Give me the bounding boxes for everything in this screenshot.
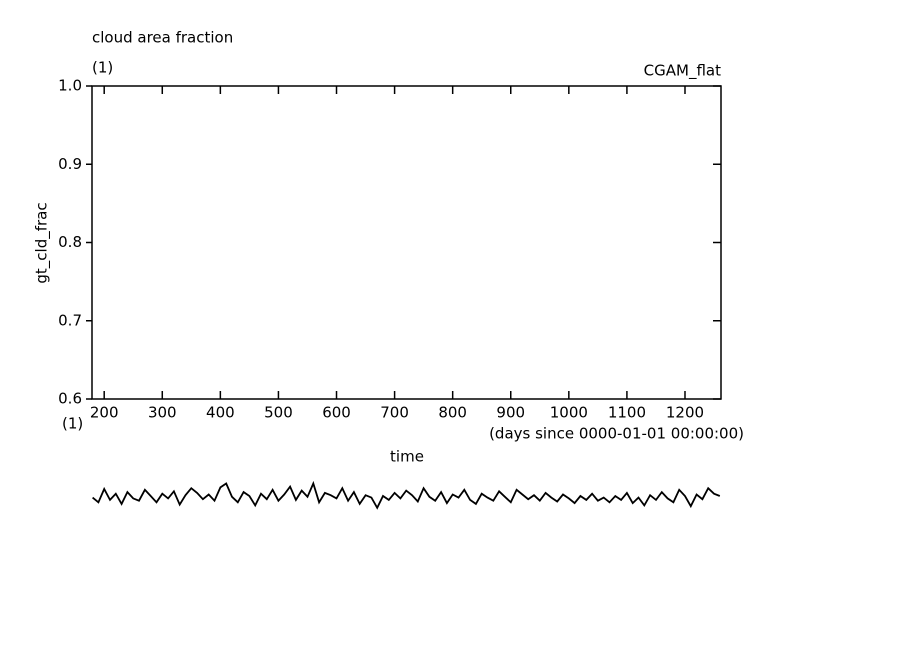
y-axis-label: gt_cld_frac bbox=[33, 202, 52, 283]
x-tick-label: 400 bbox=[206, 404, 235, 422]
x-units-label: (1) bbox=[62, 415, 83, 433]
x-tick-label: 600 bbox=[322, 404, 351, 422]
x-tick-label: 700 bbox=[380, 404, 409, 422]
y-tick-label: 0.8 bbox=[58, 233, 82, 251]
x-time-units: (days since 0000-01-01 00:00:00) bbox=[489, 425, 744, 443]
y-tick-label: 1.0 bbox=[58, 77, 82, 95]
x-tick-label: 800 bbox=[438, 404, 467, 422]
x-tick-label: 1200 bbox=[666, 404, 704, 422]
units: (1) bbox=[92, 59, 113, 77]
x-tick-label: 1000 bbox=[550, 404, 588, 422]
y-tick-label: 0.7 bbox=[58, 311, 82, 329]
y-tick-label: 0.9 bbox=[58, 155, 82, 173]
data-line bbox=[92, 480, 721, 510]
x-axis-label: time bbox=[390, 448, 424, 466]
x-tick-label: 200 bbox=[90, 404, 119, 422]
y-tick-label: 0.6 bbox=[58, 390, 82, 408]
chart-title: cloud area fraction bbox=[92, 29, 233, 47]
run-label: CGAM_flat bbox=[644, 62, 721, 81]
x-tick-label: 900 bbox=[496, 404, 525, 422]
x-tick-label: 500 bbox=[264, 404, 293, 422]
x-tick-label: 1100 bbox=[608, 404, 646, 422]
x-tick-label: 300 bbox=[148, 404, 177, 422]
plot-frame bbox=[91, 85, 722, 400]
